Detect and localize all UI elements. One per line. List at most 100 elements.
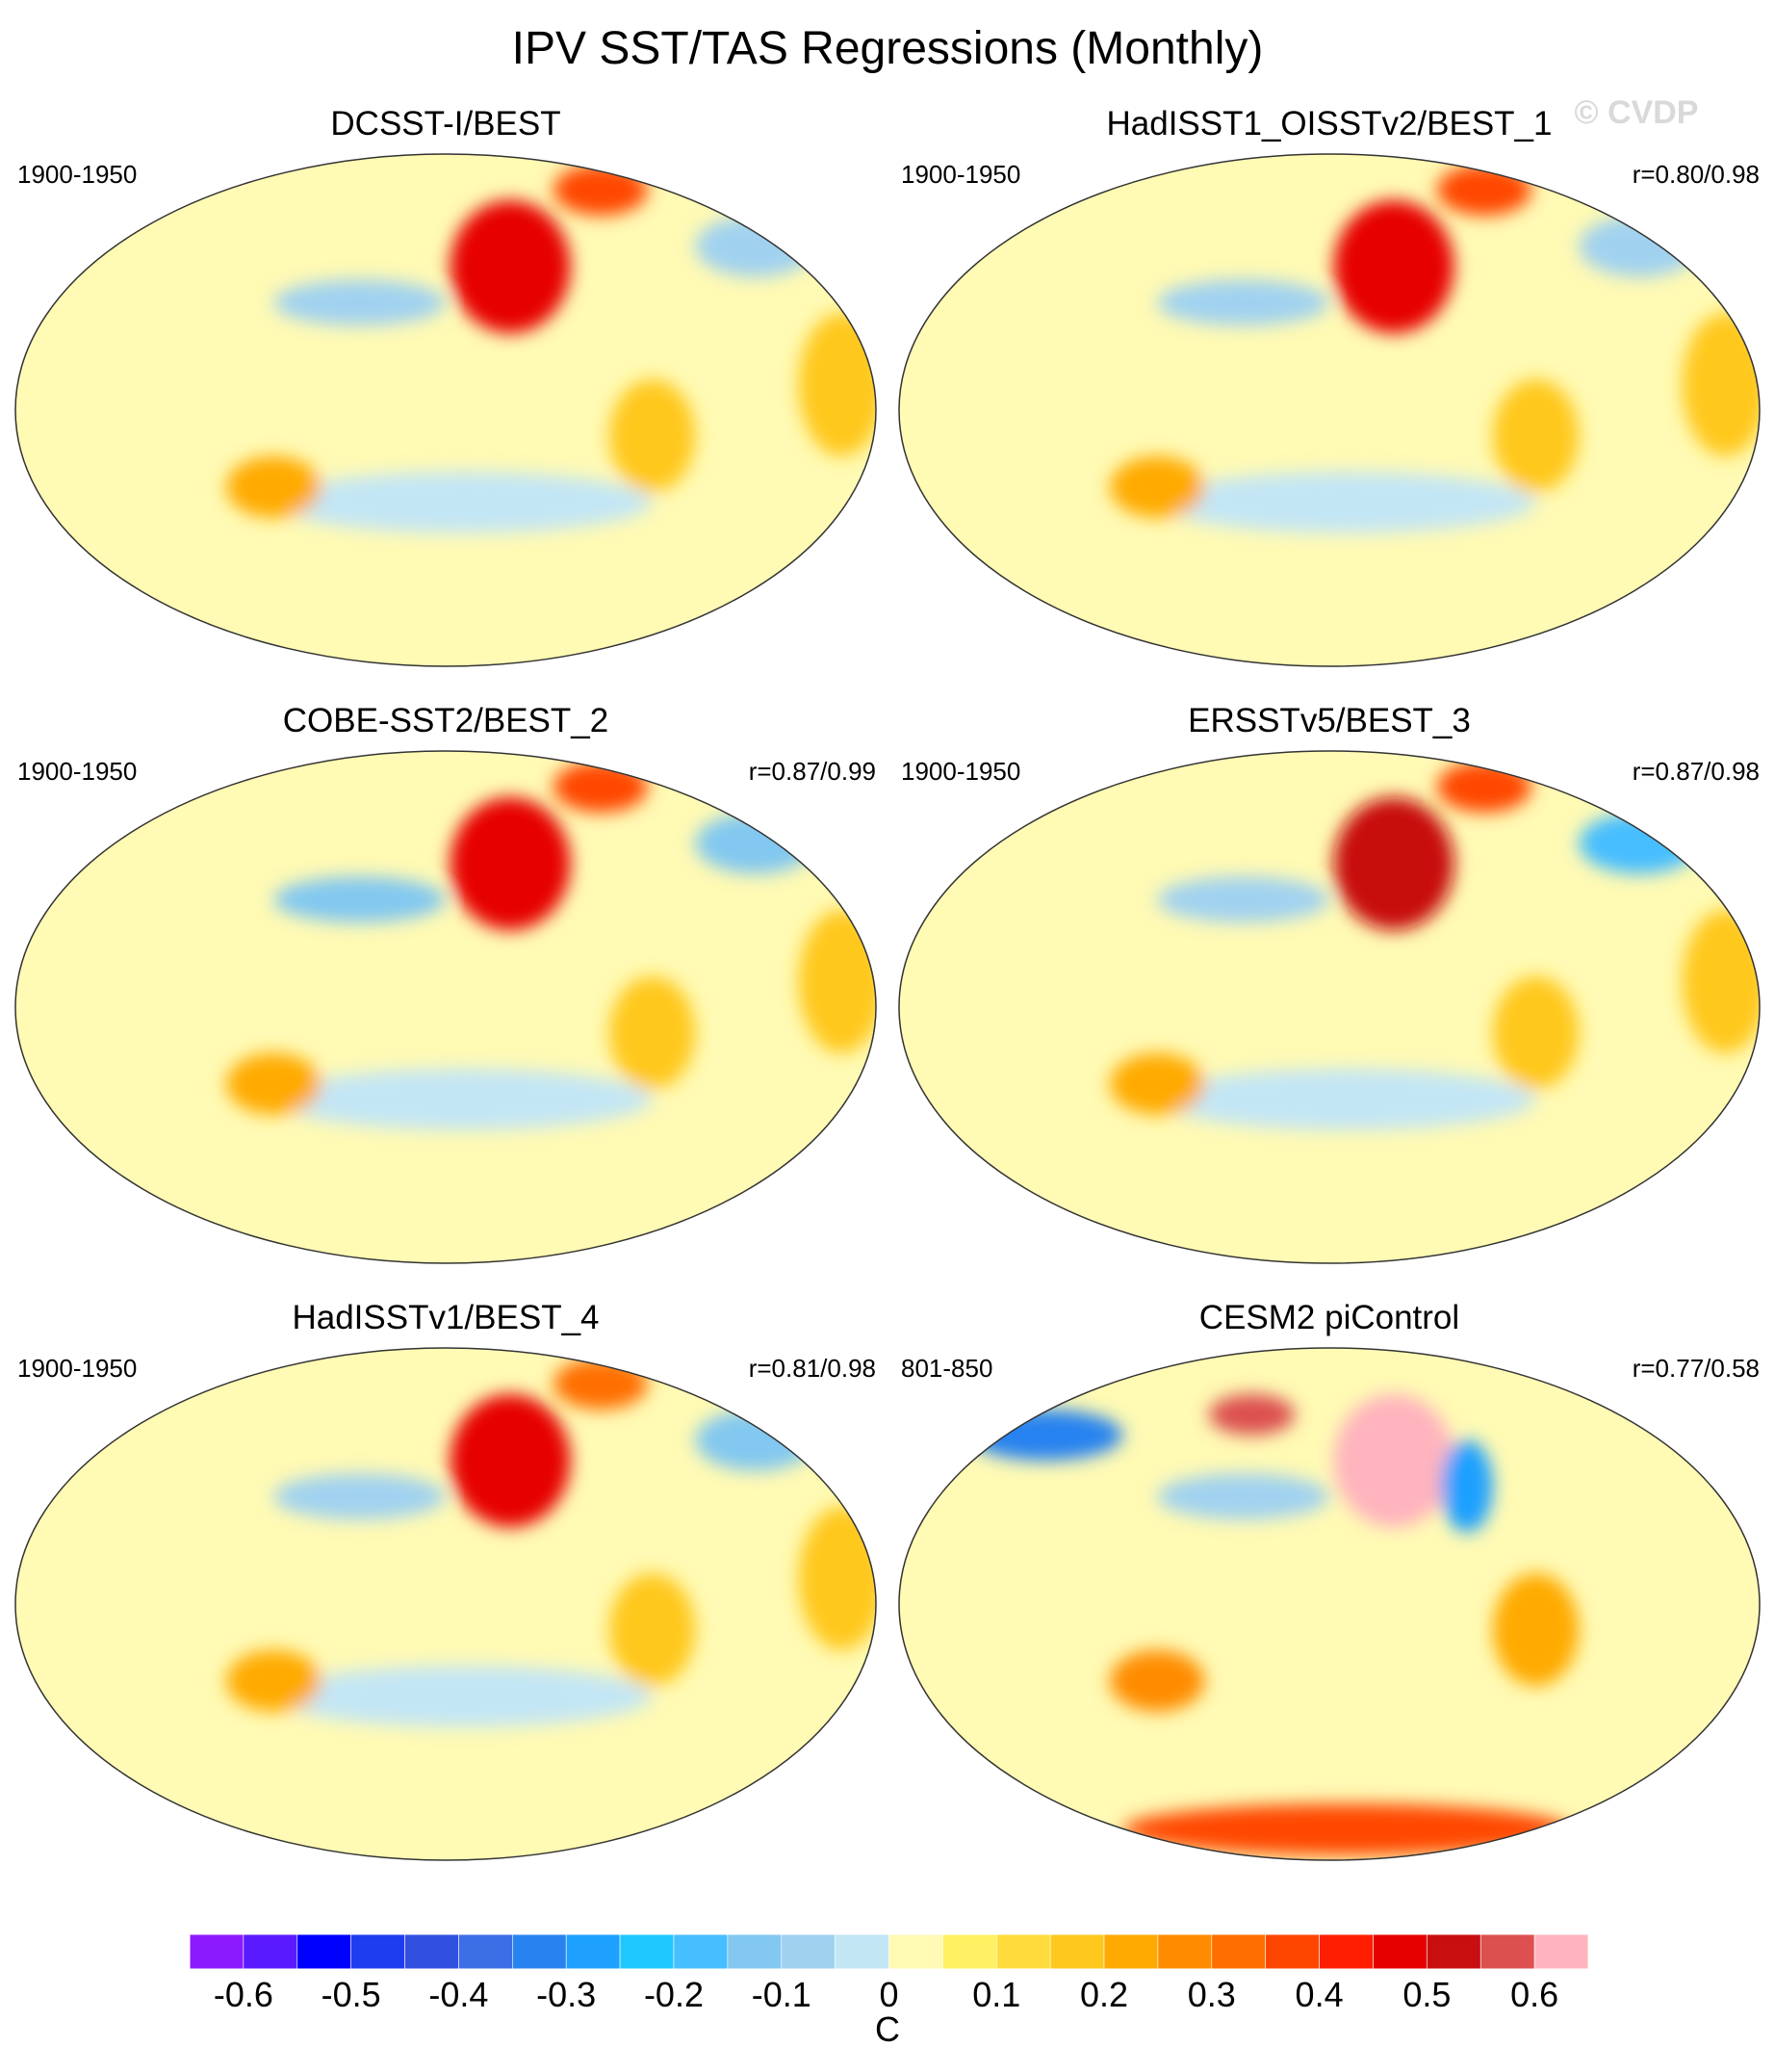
colorbar-tick-label: 0.4 bbox=[1296, 1975, 1344, 2014]
map-border bbox=[898, 750, 1761, 1264]
colorbar-swatch bbox=[565, 1933, 621, 1970]
map-border bbox=[898, 1347, 1761, 1861]
map-border bbox=[14, 153, 877, 667]
region-northwest-north-america-alaska bbox=[1333, 199, 1454, 334]
region-africa bbox=[798, 1506, 876, 1650]
region-south-america bbox=[608, 976, 696, 1090]
colorbar: -0.6 -0.5 -0.4 -0.3 -0.2 -0.1 0 0.1 0.2 0.3 0.4 0.5… bbox=[189, 1933, 1589, 2014]
region-north-pacific-central bbox=[1157, 876, 1329, 923]
panel-title: CESM2 piControl bbox=[1199, 1299, 1459, 1336]
region-greenland bbox=[553, 1358, 649, 1410]
panel-period-label: 1900-1950 bbox=[17, 757, 137, 786]
region-greenland bbox=[1436, 164, 1532, 216]
colorbar-swatch bbox=[296, 1933, 351, 1970]
panel-ersstv5-best-3: ERSSTv5/BEST_3 1900-1950 r=0.87/0.98 bbox=[898, 702, 1761, 1264]
colorbar-swatch bbox=[512, 1933, 567, 1970]
region-north-pacific-central bbox=[1157, 279, 1329, 326]
region-northern-europe bbox=[1579, 812, 1700, 874]
colorbar-swatch bbox=[1319, 1933, 1374, 1970]
colorbar-swatch bbox=[888, 1933, 943, 1970]
colorbar-swatch bbox=[619, 1933, 675, 1970]
region-australia bbox=[1110, 455, 1205, 518]
colorbar-tick-label: 0.3 bbox=[1188, 1975, 1236, 2014]
region-southern-pacific-southern-ocean bbox=[273, 1068, 653, 1130]
colorbar-swatch bbox=[781, 1933, 836, 1970]
colorbar-unit-label: C bbox=[875, 2009, 900, 2049]
region-eastern-north-america bbox=[1441, 1439, 1493, 1533]
panel-correlation-label: r=0.87/0.98 bbox=[1633, 757, 1760, 786]
colorbar-swatch bbox=[350, 1933, 405, 1970]
colorbar-tick-label: 0.1 bbox=[972, 1975, 1020, 2014]
panel-period-label: 801-850 bbox=[901, 1354, 992, 1383]
region-africa bbox=[1682, 909, 1760, 1053]
region-northwest-north-america-alaska bbox=[450, 796, 571, 931]
colorbar-tick-label: 0 bbox=[879, 1975, 898, 2014]
panel-period-label: 1900-1950 bbox=[17, 160, 137, 189]
map-panels: DCSST-I/BEST 1900-1950 HadISST1_OISSTv2/BE… bbox=[14, 105, 1761, 1861]
region-northwest-north-america-alaska bbox=[1333, 1393, 1454, 1528]
colorbar-swatch bbox=[189, 1933, 244, 1970]
colorbar-tick-label: 0.6 bbox=[1510, 1975, 1558, 2014]
region-australia bbox=[1110, 1649, 1205, 1712]
colorbar-swatch bbox=[1211, 1933, 1266, 1970]
panel-correlation-label: r=0.87/0.99 bbox=[749, 757, 876, 786]
map-border bbox=[898, 153, 1761, 667]
colorbar-swatch bbox=[1479, 1933, 1535, 1970]
colorbar-swatch bbox=[727, 1933, 783, 1970]
region-africa bbox=[798, 312, 876, 456]
region-antarctica bbox=[1122, 1803, 1571, 1855]
panel-correlation-label: r=0.77/0.58 bbox=[1633, 1354, 1760, 1383]
figure-title: IPV SST/TAS Regressions (Monthly) bbox=[512, 23, 1264, 74]
colorbar-swatch bbox=[1157, 1933, 1213, 1970]
panel-hadisstv1-best-4: HadISSTv1/BEST_4 1900-1950 r=0.81/0.98 bbox=[14, 1299, 877, 1861]
colorbar-swatch bbox=[1103, 1933, 1159, 1970]
region-south-america bbox=[1492, 976, 1580, 1090]
region-southern-pacific-southern-ocean bbox=[273, 1665, 653, 1727]
colorbar-swatch bbox=[1265, 1933, 1320, 1970]
colorbar-swatch bbox=[942, 1933, 997, 1970]
region-africa bbox=[1682, 312, 1760, 456]
map-field bbox=[899, 1348, 1760, 1860]
colorbar-tick-label: -0.5 bbox=[322, 1975, 381, 2014]
region-north-pacific-central bbox=[273, 1473, 446, 1520]
map-field bbox=[15, 751, 876, 1263]
colorbar-swatch bbox=[995, 1933, 1051, 1970]
region-south-america bbox=[608, 379, 696, 493]
region-north-pacific-central bbox=[273, 876, 446, 923]
region-northern-europe bbox=[1579, 215, 1700, 277]
colorbar-swatch bbox=[835, 1933, 889, 1970]
region-southern-pacific-southern-ocean bbox=[1157, 1068, 1536, 1130]
panel-cesm2-picontrol: CESM2 piControl 801-850 r=0.77/0.58 bbox=[898, 1299, 1761, 1861]
region-australia bbox=[226, 1052, 322, 1115]
panel-title: HadISST1_OISSTv2/BEST_1 bbox=[1107, 105, 1553, 142]
panel-period-label: 1900-1950 bbox=[901, 160, 1020, 189]
region-southern-pacific-southern-ocean bbox=[273, 471, 653, 533]
region-africa bbox=[798, 909, 876, 1053]
panel-title: DCSST-I/BEST bbox=[330, 105, 560, 142]
region-greenland bbox=[553, 164, 649, 216]
region-northwest-north-america-alaska bbox=[450, 199, 571, 334]
region-australia bbox=[226, 455, 322, 518]
panel-title: ERSSTv5/BEST_3 bbox=[1188, 702, 1471, 739]
region-north-pacific-central bbox=[1157, 1473, 1329, 1520]
colorbar-tick-label: -0.4 bbox=[428, 1975, 488, 2014]
colorbar-swatch bbox=[1427, 1933, 1481, 1970]
region-australia bbox=[1110, 1052, 1205, 1115]
colorbar-tick-label: 0.2 bbox=[1080, 1975, 1128, 2014]
region-greenland bbox=[1436, 761, 1532, 813]
region-greenland bbox=[553, 761, 649, 813]
watermark: © CVDP bbox=[1575, 94, 1699, 131]
colorbar-tick-label: 0.5 bbox=[1402, 1975, 1451, 2014]
map-field bbox=[899, 154, 1760, 666]
colorbar-tick-label: -0.2 bbox=[644, 1975, 704, 2014]
colorbar-tick-label: -0.6 bbox=[214, 1975, 273, 2014]
panel-correlation-label: r=0.80/0.98 bbox=[1633, 160, 1760, 189]
colorbar-swatch bbox=[404, 1933, 459, 1970]
colorbar-tick-label: -0.3 bbox=[536, 1975, 596, 2014]
region-northwest-north-america-alaska bbox=[1333, 796, 1454, 931]
map-border bbox=[14, 1347, 877, 1861]
region-eastern-siberia bbox=[1208, 1393, 1296, 1436]
map-field bbox=[899, 751, 1760, 1263]
region-south-america bbox=[608, 1573, 696, 1687]
